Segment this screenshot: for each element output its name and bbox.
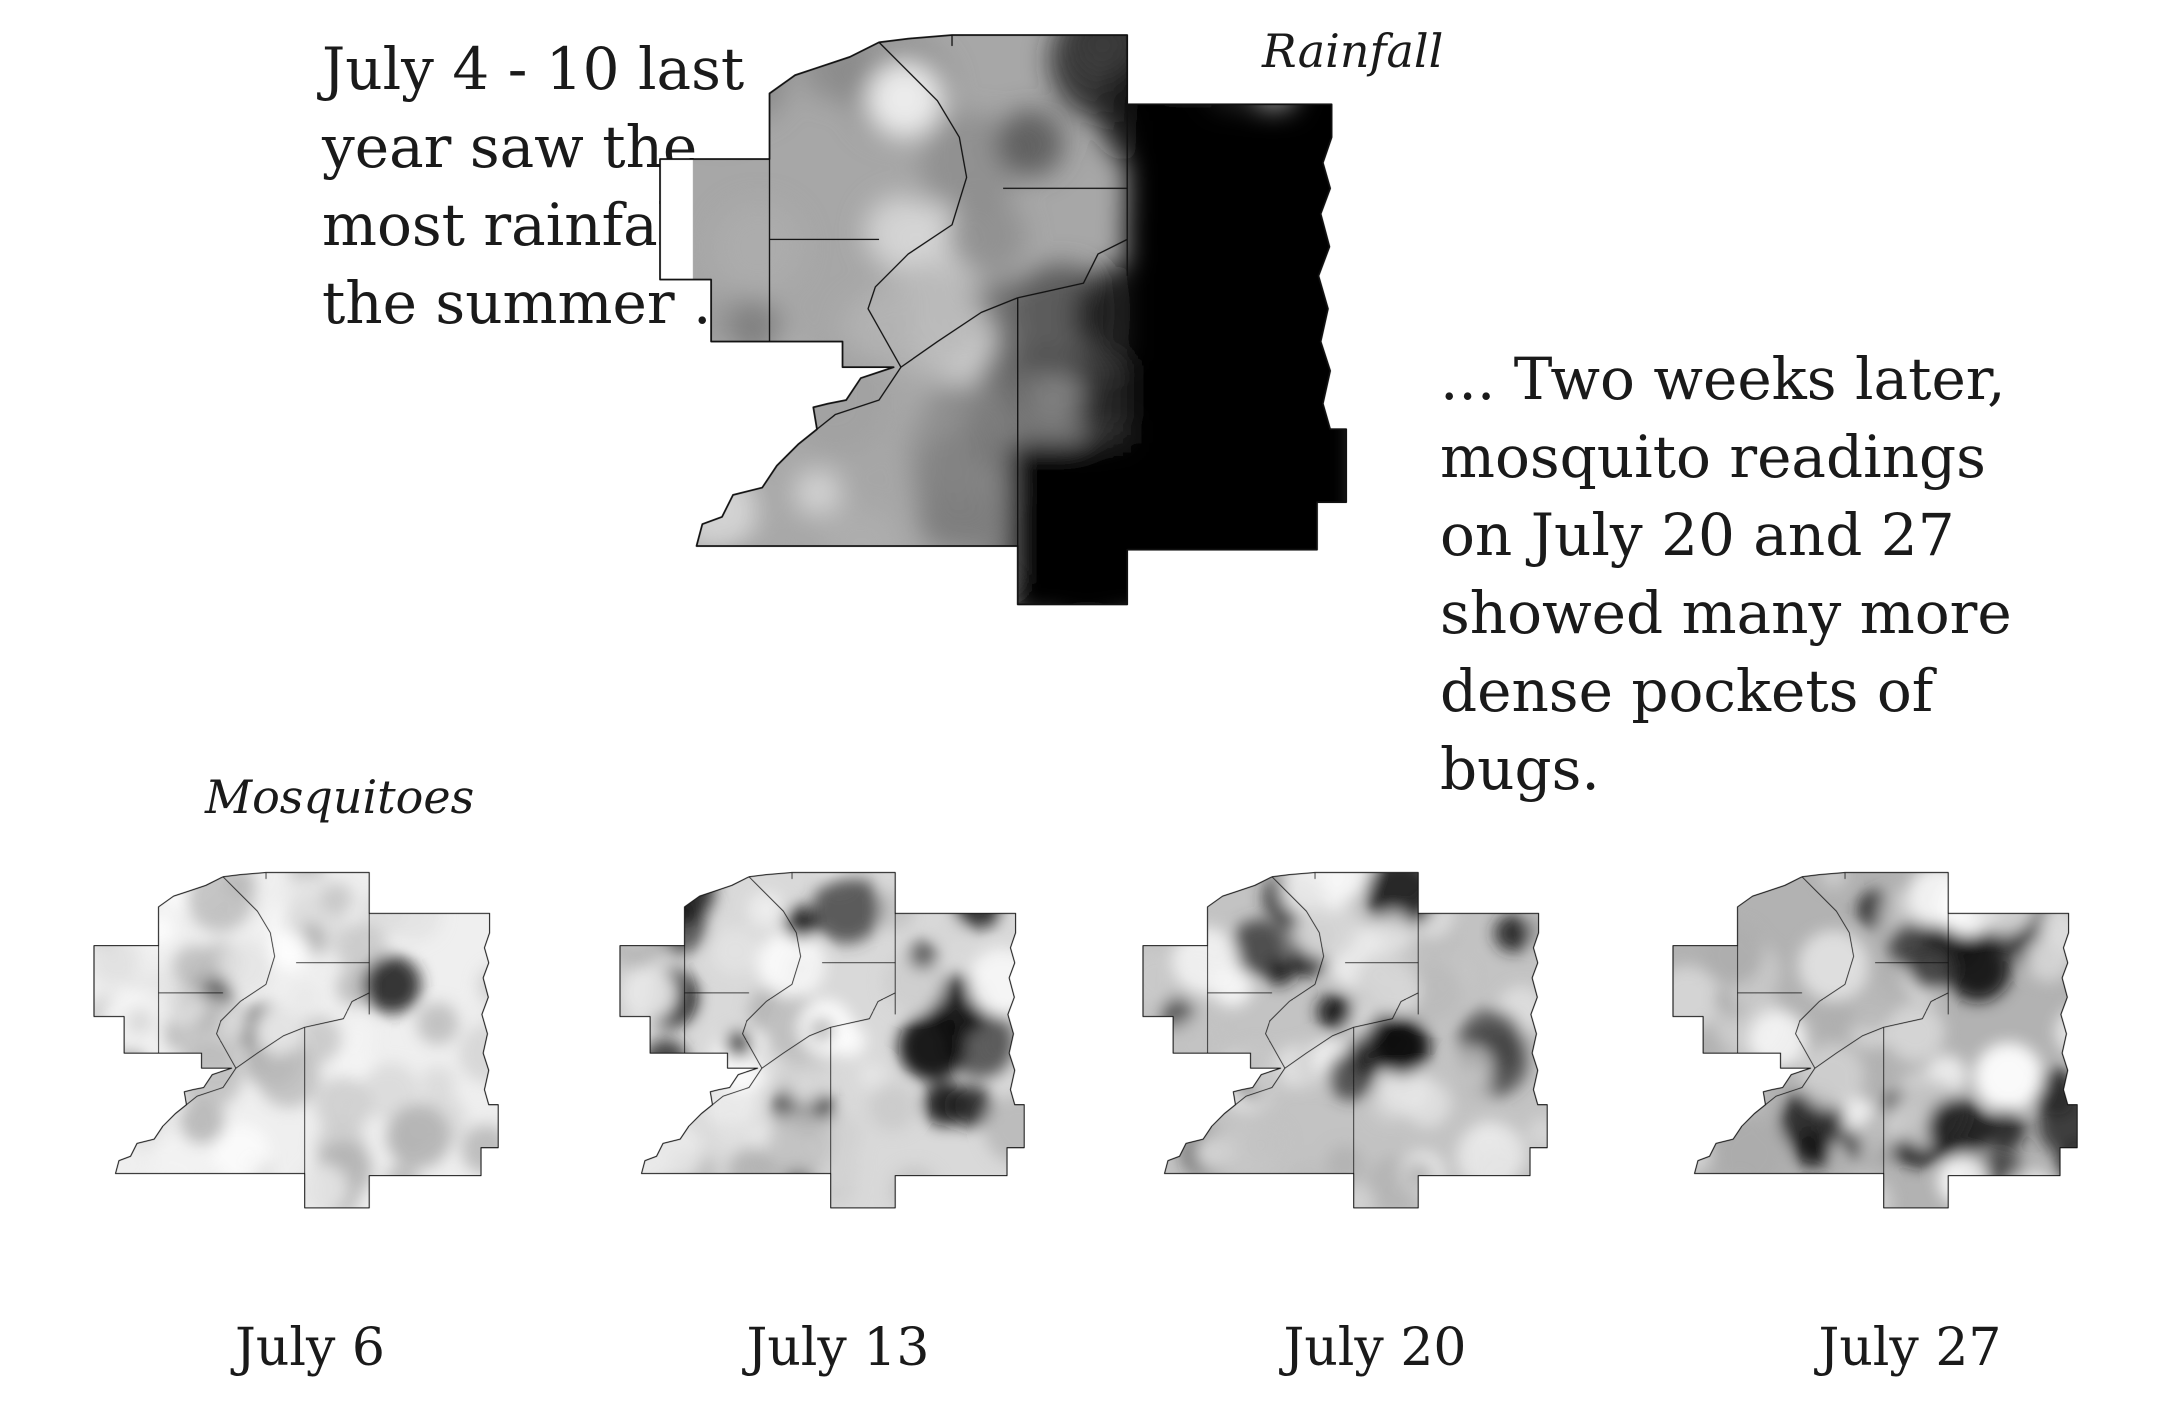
rainfall-map — [659, 34, 1348, 606]
mosquitoes-label: Mosquitoes — [205, 770, 475, 824]
rainfall-label: Rainfall — [1262, 24, 1444, 78]
mosquito-map-july-20 — [1142, 871, 1548, 1209]
outro-caption: ... Two weeks later, mosquito readings o… — [1440, 345, 2012, 803]
mosquito-map-july-6 — [93, 871, 499, 1209]
map-date-label: July 6 — [235, 1318, 385, 1378]
mosquito-map-july-13 — [619, 871, 1025, 1209]
map-date-label: July 13 — [746, 1318, 930, 1378]
map-date-label: July 20 — [1283, 1318, 1467, 1378]
mosquito-map-july-27 — [1672, 871, 2078, 1209]
map-date-label: July 27 — [1818, 1318, 2002, 1378]
